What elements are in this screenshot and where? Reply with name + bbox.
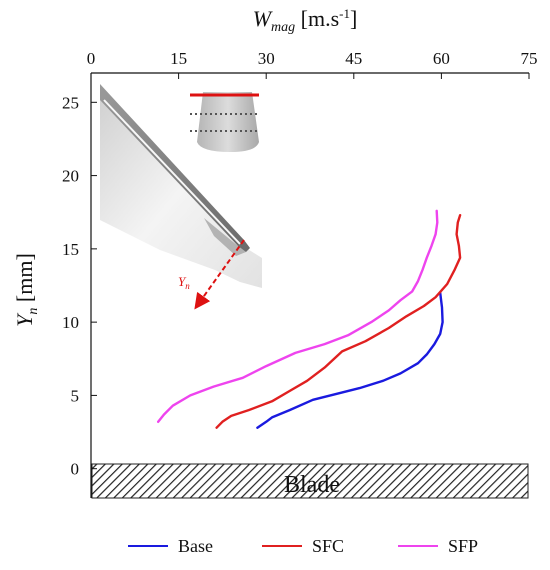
x-axis-label: Wmag [m.s-1] <box>253 6 358 35</box>
legend-label-sfp: SFP <box>448 536 478 556</box>
inset-blade-highlight <box>103 99 241 245</box>
x-ticks: 0 15 30 45 60 75 <box>87 49 538 79</box>
x-label-unit-pre: [m.s <box>295 6 339 31</box>
series-lines <box>157 209 462 429</box>
y-tick-label: 0 <box>71 460 80 479</box>
blade-label: Blade <box>284 472 340 498</box>
y-label-sub: n <box>26 308 41 315</box>
y-tick-label: 15 <box>62 240 79 259</box>
legend-label-base: Base <box>178 536 213 556</box>
y-axis-label: Yn [mm] <box>12 253 41 327</box>
legend: Base SFC SFP <box>128 536 478 556</box>
inset-normal-arrow <box>194 239 245 310</box>
inset-blade-tip <box>204 218 246 256</box>
inset-arrow-label-sub: n <box>185 281 190 291</box>
y-label-unit: [mm] <box>12 253 37 307</box>
x-tick-label: 45 <box>345 49 362 68</box>
x-label-unit-sup: -1 <box>339 6 350 21</box>
series-line-sfp <box>157 209 439 423</box>
y-tick-label: 5 <box>71 386 80 405</box>
inset-arrow-label-main: Y <box>178 274 187 289</box>
y-ticks: 0 5 10 15 20 25 <box>62 93 97 479</box>
legend-label-sfc: SFC <box>312 536 344 556</box>
x-label-main: W <box>253 6 273 31</box>
inset-blade-band <box>100 84 250 252</box>
x-label-unit-post: ] <box>350 6 357 31</box>
series-line-sfc <box>215 214 462 429</box>
x-label-sub: mag <box>271 20 295 35</box>
y-label-main: Y <box>12 312 37 327</box>
x-tick-label: 15 <box>170 49 187 68</box>
x-tick-label: 60 <box>433 49 450 68</box>
x-tick-label: 75 <box>521 49 538 68</box>
inset-blade-picture: Yn <box>100 82 270 310</box>
y-tick-label: 20 <box>62 167 79 186</box>
blade-region: Blade <box>91 463 529 499</box>
y-tick-label: 10 <box>62 313 79 332</box>
inset-arrow-label: Yn <box>178 274 190 291</box>
blade-hatch <box>91 463 529 499</box>
y-tick-label: 25 <box>62 93 79 112</box>
x-tick-label: 0 <box>87 49 96 68</box>
series-line-base <box>256 291 444 429</box>
x-tick-label: 30 <box>258 49 275 68</box>
axes: 0 15 30 45 60 75 0 5 10 15 20 25 <box>62 49 538 498</box>
inset-hub-thumbnail <box>197 92 259 152</box>
